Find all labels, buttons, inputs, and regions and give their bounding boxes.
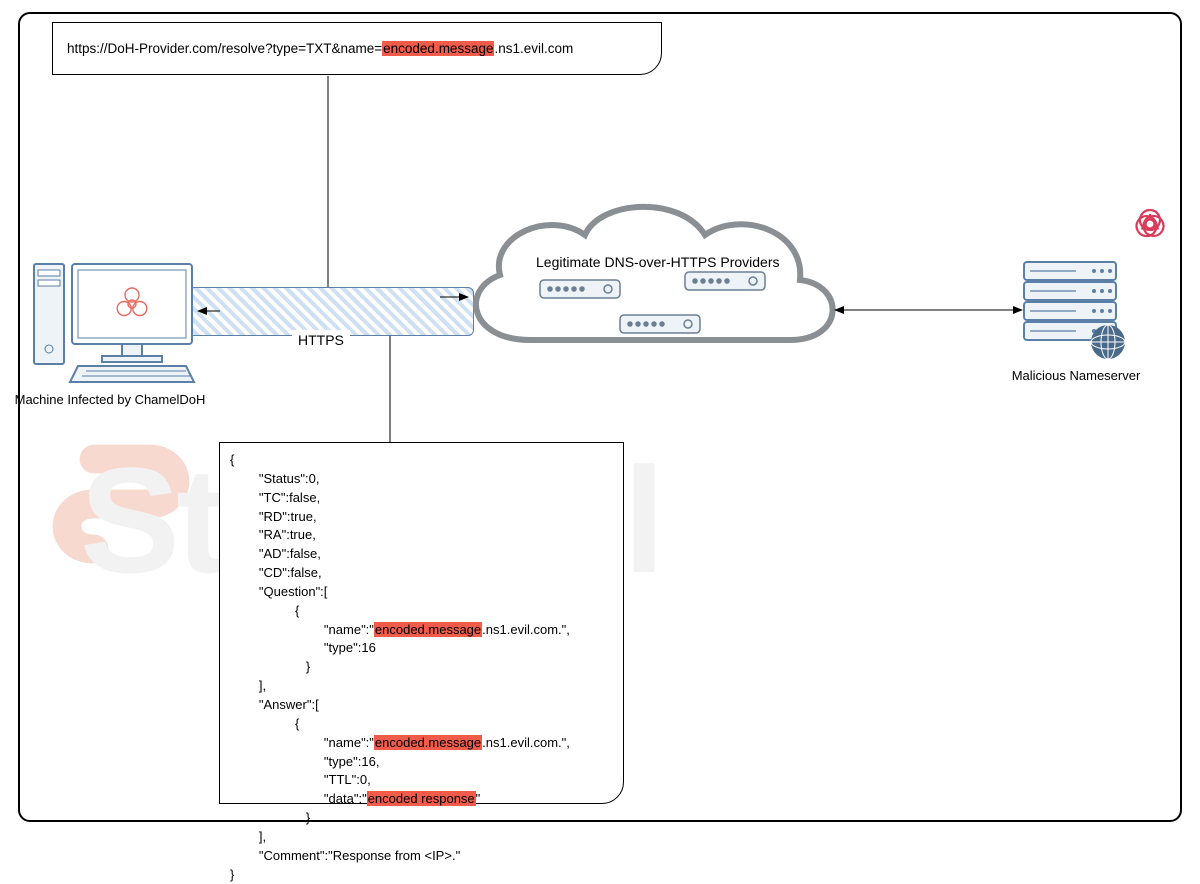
watermark-logo <box>40 414 220 594</box>
cloud-label: Legitimate DNS-over-HTTPS Providers <box>536 254 780 270</box>
infected-machine-icon <box>28 254 198 389</box>
url-prefix: https://DoH-Provider.com/resolve?type=TX… <box>67 41 382 56</box>
request-url-box: https://DoH-Provider.com/resolve?type=TX… <box>52 22 662 75</box>
cloud-icon <box>440 180 860 380</box>
infected-machine-label: Machine Infected by ChamelDoH <box>0 392 220 407</box>
https-pipe <box>188 287 474 336</box>
biohazard-icon <box>1126 200 1174 248</box>
url-highlight: encoded.message <box>382 41 494 56</box>
nameserver-icon <box>1016 256 1136 366</box>
url-suffix: .ns1.evil.com <box>494 41 573 56</box>
https-label: HTTPS <box>292 330 350 350</box>
nameserver-label: Malicious Nameserver <box>1006 368 1146 383</box>
diagram-frame: Stairwell https://DoH-Provider.com/resol… <box>18 12 1182 822</box>
response-json-box: { "Status":0, "TC":false, "RD":true, "RA… <box>219 442 624 804</box>
